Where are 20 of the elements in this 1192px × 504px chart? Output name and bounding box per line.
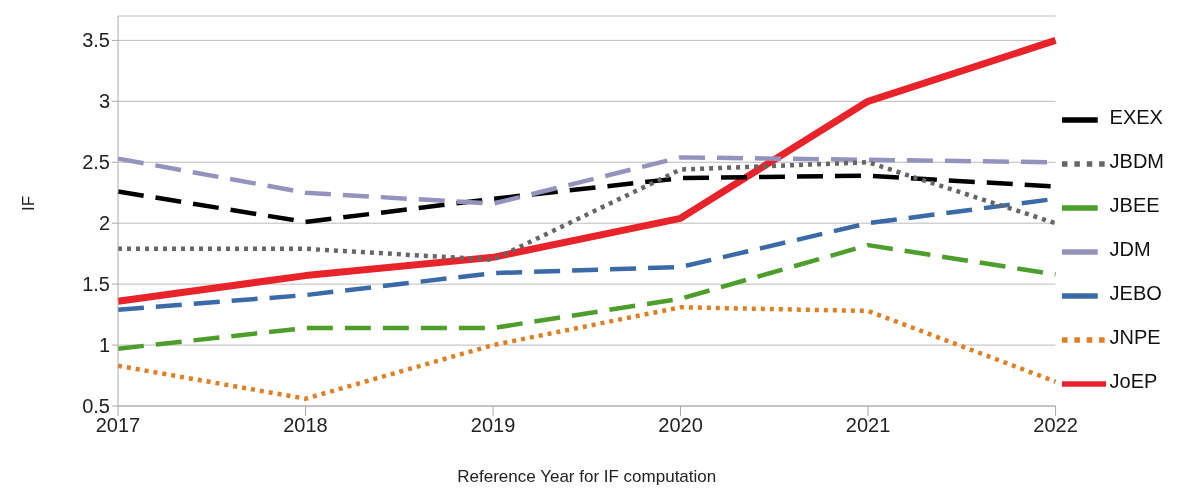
y-tick-label: 2.5 — [82, 151, 110, 174]
x-tick-label: 2019 — [470, 414, 516, 437]
legend-label: JDM — [1109, 238, 1151, 261]
legend-label: JEBO — [1109, 282, 1162, 305]
x-tick-label: 2021 — [845, 414, 891, 437]
y-tick-label: 1.5 — [82, 273, 110, 296]
x-axis-title: Reference Year for IF computation — [457, 467, 717, 486]
y-tick-label: 1 — [98, 334, 110, 357]
x-tick-label: 2022 — [1033, 414, 1078, 437]
legend-label: JBDM — [1109, 150, 1164, 173]
x-tick-label: 2018 — [283, 414, 328, 437]
y-tick-label: 3 — [98, 90, 110, 113]
y-axis-title: IF — [19, 195, 39, 211]
legend-label: JoEP — [1109, 370, 1158, 393]
legend-label: JNPE — [1109, 326, 1161, 349]
y-tick-label: 3.5 — [82, 29, 110, 52]
x-tick-label: 2020 — [658, 414, 703, 437]
legend-label: EXEX — [1109, 106, 1163, 129]
legend-label: JBEE — [1109, 194, 1160, 217]
y-tick-label: 2 — [98, 212, 110, 235]
